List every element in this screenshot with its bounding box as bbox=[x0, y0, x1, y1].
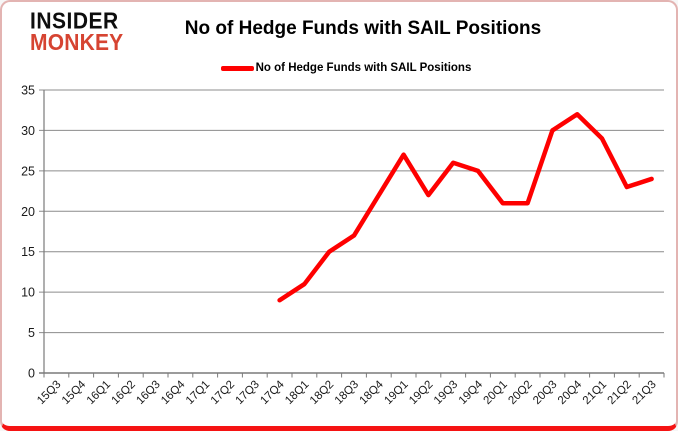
x-axis-tick-label: 16Q2 bbox=[110, 379, 138, 407]
logo-line-monkey: MONKEY bbox=[30, 30, 124, 56]
chart-title: No of Hedge Funds with SAIL Positions bbox=[184, 18, 542, 39]
x-axis-tick-label: 19Q1 bbox=[382, 379, 410, 407]
x-axis-tick-label: 18Q4 bbox=[358, 378, 387, 407]
y-axis-tick-label: 25 bbox=[21, 164, 35, 178]
x-axis-tick-label: 20Q3 bbox=[531, 379, 559, 407]
data-line bbox=[277, 112, 654, 303]
x-axis-tick-label: 17Q3 bbox=[234, 379, 262, 407]
y-axis-tick-label: 20 bbox=[21, 205, 35, 219]
y-axis-tick-label: 10 bbox=[21, 286, 35, 300]
x-axis-tick-label: 20Q4 bbox=[556, 378, 585, 407]
x-axis-tick-label: 17Q4 bbox=[258, 378, 287, 407]
y-axis-tick-label: 5 bbox=[28, 326, 35, 340]
x-axis-tick-label: 18Q3 bbox=[333, 379, 361, 407]
x-axis-tick-label: 21Q2 bbox=[606, 379, 634, 407]
x-axis-tick-label: 16Q1 bbox=[85, 379, 113, 407]
y-axis-tick-label: 35 bbox=[21, 84, 35, 98]
y-axis-tick-label: 15 bbox=[21, 245, 35, 259]
x-axis-tick-label: 17Q2 bbox=[209, 379, 237, 407]
legend-line-swatch bbox=[220, 65, 254, 71]
x-axis-tick-label: 15Q3 bbox=[35, 379, 63, 407]
legend: No of Hedge Funds with SAIL Positions bbox=[2, 62, 676, 74]
x-axis-tick-label: 16Q4 bbox=[159, 378, 188, 407]
y-axis-tick-label: 0 bbox=[28, 367, 35, 381]
logo-line-insider: INSIDER bbox=[30, 8, 119, 34]
x-axis-tick-label: 19Q4 bbox=[457, 378, 486, 407]
x-axis-tick-label: 20Q1 bbox=[482, 379, 510, 407]
insider-monkey-logo: INSIDER MONKEY bbox=[30, 8, 124, 56]
x-axis-tick-label: 20Q2 bbox=[506, 379, 534, 407]
x-axis-tick-label: 15Q4 bbox=[60, 378, 89, 407]
y-axis-tick-label: 30 bbox=[21, 124, 35, 138]
x-axis-tick-label: 21Q3 bbox=[630, 379, 658, 407]
x-axis-tick-label: 18Q1 bbox=[283, 379, 311, 407]
x-axis-tick-label: 16Q3 bbox=[134, 379, 162, 407]
x-axis-tick-label: 18Q2 bbox=[308, 379, 336, 407]
x-axis-tick-label: 19Q2 bbox=[407, 379, 435, 407]
legend-label: No of Hedge Funds with SAIL Positions bbox=[255, 62, 472, 74]
x-axis-tick-label: 19Q3 bbox=[432, 379, 460, 407]
x-axis-tick-label: 21Q1 bbox=[581, 379, 609, 407]
x-axis-tick-label: 17Q1 bbox=[184, 379, 212, 407]
